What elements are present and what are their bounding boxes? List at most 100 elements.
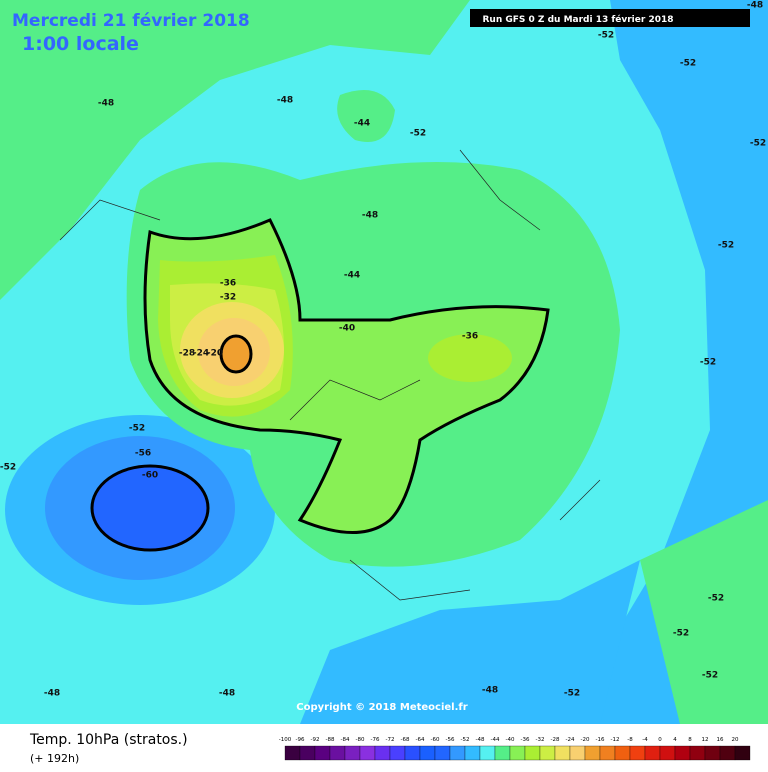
contour-label: -32 bbox=[220, 293, 236, 303]
band-44 bbox=[640, 500, 768, 724]
contour-label: -20 bbox=[207, 349, 223, 359]
scale-label: -100 bbox=[279, 737, 292, 743]
contour-label: -48 bbox=[277, 96, 293, 106]
scale-label: 4 bbox=[673, 737, 677, 743]
scale-label: -16 bbox=[596, 737, 605, 743]
color-swatch bbox=[644, 745, 661, 761]
contour-label: -44 bbox=[354, 119, 370, 129]
color-swatch bbox=[734, 745, 751, 761]
date: Mercredi 21 février 2018 bbox=[12, 11, 250, 31]
color-swatch bbox=[674, 745, 691, 761]
contour-label: -52 bbox=[129, 424, 145, 434]
color-swatch bbox=[584, 745, 601, 761]
legend-subtitle: (+ 192h) bbox=[30, 752, 79, 765]
color-swatch bbox=[599, 745, 616, 761]
contour-label: -60 bbox=[142, 471, 158, 481]
color-swatch bbox=[704, 745, 721, 761]
scale-label: 8 bbox=[688, 737, 692, 743]
scale-label: 20 bbox=[732, 737, 739, 743]
contour-label: -40 bbox=[339, 324, 355, 334]
scale-label: -32 bbox=[536, 737, 545, 743]
contour-label: -52 bbox=[708, 594, 724, 604]
scale-label: -36 bbox=[521, 737, 530, 743]
color-swatch bbox=[374, 745, 391, 761]
color-swatch bbox=[299, 745, 316, 761]
color-swatch bbox=[389, 745, 406, 761]
band-60 bbox=[90, 464, 210, 552]
scale-label: 0 bbox=[658, 737, 662, 743]
color-swatch bbox=[284, 745, 301, 761]
contour-label: -48 bbox=[44, 689, 60, 699]
contour-label: -52 bbox=[680, 59, 696, 69]
contour-label: -56 bbox=[135, 449, 151, 459]
scale-label: -72 bbox=[386, 737, 395, 743]
color-swatch bbox=[314, 745, 331, 761]
scale-label: -68 bbox=[401, 737, 410, 743]
contour-label: -52 bbox=[564, 689, 580, 699]
color-swatch bbox=[659, 745, 676, 761]
contour-label: -52 bbox=[598, 31, 614, 41]
contour-label: -52 bbox=[0, 463, 16, 473]
color-swatch bbox=[539, 745, 556, 761]
color-swatch bbox=[629, 745, 646, 761]
color-swatch bbox=[449, 745, 466, 761]
scale-label: 16 bbox=[717, 737, 724, 743]
color-swatch bbox=[524, 745, 541, 761]
color-swatch bbox=[554, 745, 571, 761]
color-swatch bbox=[479, 745, 496, 761]
contour-label: -48 bbox=[482, 686, 498, 696]
color-swatch bbox=[494, 745, 511, 761]
color-swatch bbox=[569, 745, 586, 761]
run: Run GFS 0 Z du Mardi 13 février 2018 bbox=[483, 14, 674, 25]
scale-label: -60 bbox=[431, 737, 440, 743]
band-20 bbox=[219, 334, 253, 374]
color-swatch bbox=[614, 745, 631, 761]
contour-label: -28 bbox=[179, 349, 195, 359]
contour-label: -52 bbox=[410, 129, 426, 139]
band-36 bbox=[428, 334, 512, 382]
scale-label: -88 bbox=[326, 737, 335, 743]
run-box bbox=[470, 9, 750, 27]
scale-label: -96 bbox=[296, 737, 305, 743]
color-swatch bbox=[689, 745, 706, 761]
band-52 bbox=[300, 560, 640, 724]
scale-label: -28 bbox=[551, 737, 560, 743]
contour-label: -48 bbox=[362, 211, 378, 221]
contour-label: -36 bbox=[462, 332, 478, 342]
scale-label: -44 bbox=[491, 737, 500, 743]
contour-label: -44 bbox=[344, 271, 360, 281]
scale-label: -76 bbox=[371, 737, 380, 743]
scale-label: -40 bbox=[506, 737, 515, 743]
local-time: 1:00 locale bbox=[22, 33, 139, 55]
scale-label: -92 bbox=[311, 737, 320, 743]
scale-label: -24 bbox=[566, 737, 575, 743]
scale-label: -8 bbox=[627, 737, 633, 743]
contour-label: -48 bbox=[219, 689, 235, 699]
contour-label: -52 bbox=[700, 358, 716, 368]
contour-label: -52 bbox=[718, 241, 734, 251]
contour-label: -52 bbox=[750, 139, 766, 149]
contour-label: -48 bbox=[98, 99, 114, 109]
contour-label: -36 bbox=[220, 279, 236, 289]
scale-label: -64 bbox=[416, 737, 425, 743]
color-swatch bbox=[359, 745, 376, 761]
scale-label: -20 bbox=[581, 737, 590, 743]
color-swatch bbox=[719, 745, 736, 761]
color-bar: -100 -96 -92 -88 -84 -80 -76 -72 -68 -64 -60 -56 -52… bbox=[279, 737, 751, 761]
scale-label: -56 bbox=[446, 737, 455, 743]
contour-label: -52 bbox=[702, 671, 718, 681]
copyright: Copyright © 2018 Meteociel.fr bbox=[296, 702, 467, 713]
scale-label: -52 bbox=[461, 737, 470, 743]
color-swatch bbox=[344, 745, 361, 761]
scale-label: -84 bbox=[341, 737, 350, 743]
scale-label: -48 bbox=[476, 737, 485, 743]
scale-label: 12 bbox=[702, 737, 709, 743]
scale-label: -12 bbox=[611, 737, 620, 743]
color-swatch bbox=[404, 745, 421, 761]
band-44 bbox=[337, 90, 395, 142]
contour-label: -52 bbox=[673, 629, 689, 639]
color-swatch bbox=[434, 745, 451, 761]
scale-label: -80 bbox=[356, 737, 365, 743]
coastlines bbox=[59, 149, 601, 601]
